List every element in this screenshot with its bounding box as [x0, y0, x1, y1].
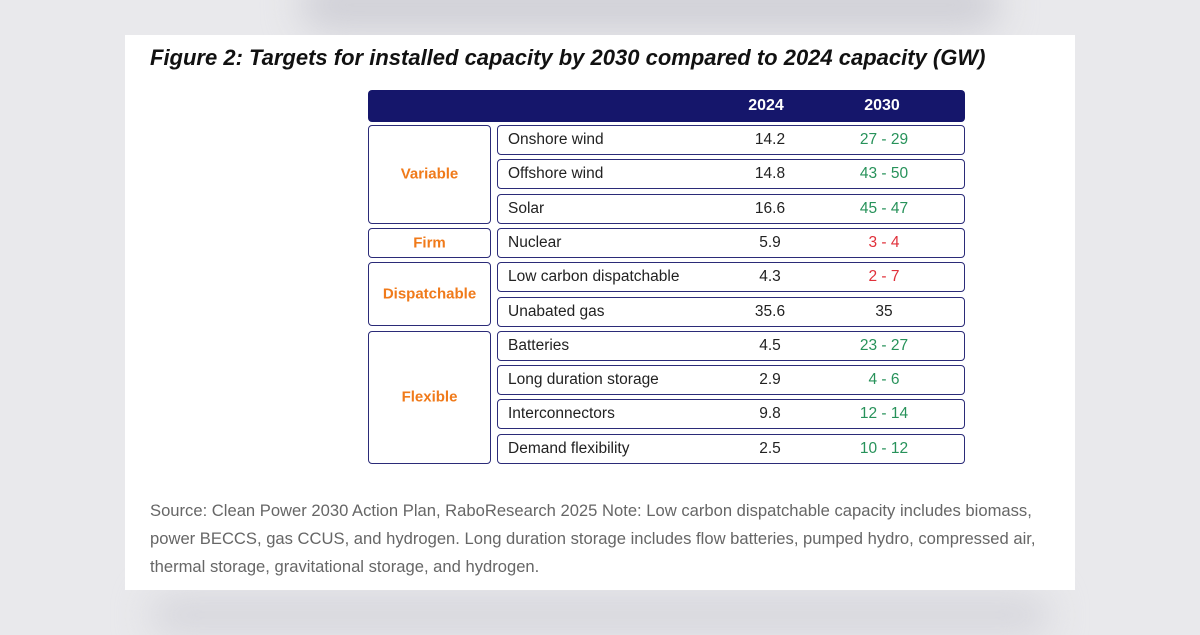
value-2030: 23 - 27 [859, 336, 909, 354]
row-label: Offshore wind [508, 165, 604, 183]
row-label: Interconnectors [508, 405, 615, 423]
table-row: Nuclear 5.9 3 - 4 [497, 227, 965, 258]
value-2024: 35.6 [754, 302, 786, 320]
group-label: Variable [400, 165, 459, 183]
column-header: 2030 [864, 97, 900, 114]
value-2024: 4.3 [759, 268, 781, 286]
figure-card: Figure 2: Targets for installed capacity… [125, 35, 1075, 590]
group-label: Dispatchable [382, 285, 477, 303]
value-2030: 10 - 12 [859, 439, 909, 457]
value-2024: 2.9 [759, 371, 781, 389]
table-row: Offshore wind 14.8 43 - 50 [497, 159, 965, 190]
backdrop [300, 0, 1000, 30]
group-label: Flexible [401, 388, 458, 406]
row-label: Onshore wind [508, 131, 604, 148]
value-2030: 27 - 29 [859, 131, 909, 148]
table-row: Batteries 4.5 23 - 27 [497, 330, 965, 361]
table-row: Long duration storage 2.9 4 - 6 [497, 365, 965, 396]
value-2024: 14.2 [754, 131, 786, 148]
row-label: Unabated gas [508, 302, 605, 320]
table-row: Onshore wind 14.2 27 - 29 [497, 125, 965, 155]
group-box: Variable [368, 125, 491, 224]
value-2030: 4 - 6 [868, 371, 900, 389]
value-2030: 2 - 7 [868, 268, 900, 286]
source-note: Source: Clean Power 2030 Action Plan, Ra… [150, 501, 1036, 576]
value-2024: 14.8 [754, 165, 786, 183]
table-row: Solar 16.6 45 - 47 [497, 193, 965, 224]
value-2024: 2.5 [759, 439, 781, 457]
group-box: Firm [368, 227, 491, 258]
table-row: Low carbon dispatchable 4.3 2 - 7 [497, 262, 965, 293]
row-label: Batteries [508, 336, 570, 354]
value-2030: 43 - 50 [859, 165, 909, 183]
value-2030: 35 [875, 302, 893, 320]
table-header: 2024 2030 [368, 90, 965, 122]
value-2030: 3 - 4 [868, 233, 900, 251]
value-2024: 4.5 [759, 336, 781, 354]
row-label: Low carbon dispatchable [508, 268, 680, 286]
value-2030: 12 - 14 [859, 405, 909, 423]
row-label: Solar [508, 199, 545, 217]
group-box: Dispatchable [368, 262, 491, 327]
row-label: Long duration storage [508, 371, 659, 389]
table-row: Interconnectors 9.8 12 - 14 [497, 399, 965, 430]
table-row: Demand flexibility 2.5 10 - 12 [497, 433, 965, 464]
value-2024: 5.9 [759, 233, 781, 251]
value-2024: 16.6 [754, 199, 786, 217]
row-label: Demand flexibility [508, 439, 630, 457]
table-row: Unabated gas 35.6 35 [497, 296, 965, 327]
group-box: Flexible [368, 330, 491, 464]
figure-title: Figure 2: Targets for installed capacity… [150, 45, 986, 70]
backdrop [150, 595, 1050, 635]
value-2030: 45 - 47 [859, 199, 909, 217]
row-label: Nuclear [508, 233, 562, 251]
group-label: Firm [413, 234, 446, 252]
value-2024: 9.8 [759, 405, 781, 423]
column-header: 2024 [748, 97, 784, 114]
